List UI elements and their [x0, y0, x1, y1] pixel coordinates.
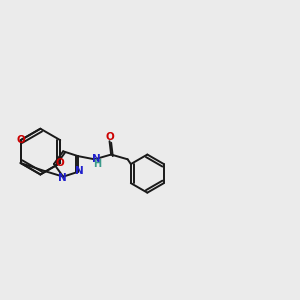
- Text: O: O: [16, 135, 25, 145]
- Text: N: N: [75, 166, 84, 176]
- Text: H: H: [93, 159, 101, 169]
- Text: O: O: [105, 132, 114, 142]
- Text: N: N: [58, 172, 66, 183]
- Text: O: O: [56, 158, 64, 168]
- Text: N: N: [92, 154, 101, 164]
